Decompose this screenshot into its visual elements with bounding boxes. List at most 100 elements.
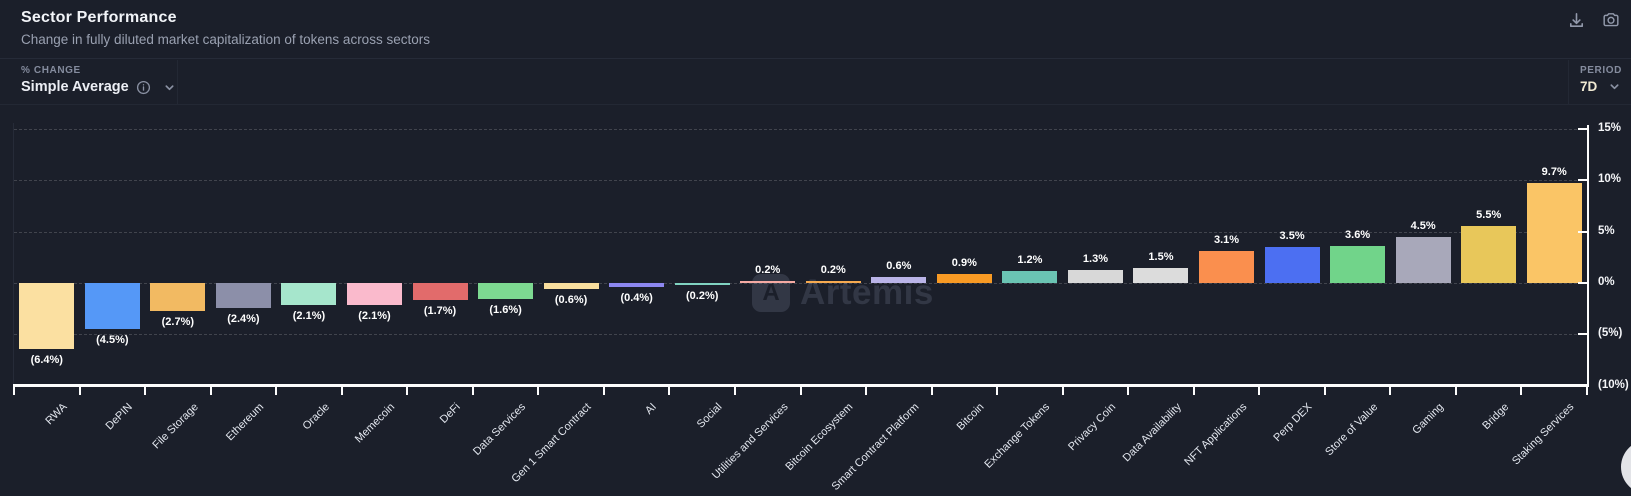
- y-axis-tick: [1578, 333, 1588, 336]
- x-axis-label: DePIN: [103, 401, 135, 433]
- bar-rwa[interactable]: [19, 283, 75, 349]
- x-axis-tick: [602, 387, 605, 395]
- bar-value-label: 1.3%: [1082, 252, 1108, 265]
- gridline-10: [14, 180, 1587, 182]
- y-axis-label: (5%): [1598, 327, 1623, 340]
- x-axis-tick: [996, 387, 999, 395]
- bar-smart-contract-platform[interactable]: [871, 276, 927, 283]
- bar-gen-1-smart-contract[interactable]: [543, 283, 599, 290]
- y-axis-line: [1587, 125, 1589, 387]
- x-axis-tick: [1520, 387, 1523, 395]
- x-axis-tick: [1258, 387, 1261, 395]
- x-axis-label: Staking Services: [1510, 401, 1577, 468]
- period-value: 7D: [1580, 79, 1598, 94]
- bar-value-label: (2.4%): [227, 312, 260, 325]
- bar-file-storage[interactable]: [150, 283, 206, 311]
- x-axis-tick: [406, 387, 409, 395]
- x-axis-tick: [1389, 387, 1392, 395]
- x-axis-tick: [1192, 387, 1195, 395]
- bar-data-services[interactable]: [478, 283, 534, 300]
- x-axis-tick: [733, 387, 736, 395]
- info-icon[interactable]: [136, 80, 151, 95]
- y-axis-tick: [1578, 384, 1588, 387]
- bar-privacy-coin[interactable]: [1067, 269, 1123, 283]
- bar-social[interactable]: [674, 283, 730, 286]
- bar-exchange-tokens[interactable]: [1002, 270, 1058, 283]
- bar-value-label: (1.6%): [489, 304, 522, 317]
- period-label: PERIOD: [1580, 65, 1622, 76]
- x-axis-tick: [144, 387, 147, 395]
- y-axis-tick: [1578, 282, 1588, 284]
- x-axis-tick: [865, 387, 868, 395]
- bar-staking-services[interactable]: [1526, 183, 1582, 283]
- x-axis-label: AI: [643, 401, 660, 417]
- bar-memecoin[interactable]: [346, 283, 402, 305]
- y-axis-label: 0%: [1598, 276, 1615, 288]
- x-axis-tick: [209, 387, 212, 395]
- bar-bridge[interactable]: [1461, 226, 1517, 283]
- x-axis-label: Perp DEX: [1271, 401, 1315, 445]
- period-select[interactable]: PERIOD 7D: [1568, 60, 1631, 105]
- x-axis-label: Social: [694, 401, 725, 431]
- chat-fab-button[interactable]: [1621, 440, 1631, 494]
- x-axis-label: NFT Applications: [1181, 401, 1250, 469]
- metric-value: Simple Average: [21, 79, 129, 95]
- bar-value-label: 9.7%: [1541, 166, 1567, 179]
- bar-value-label: 0.9%: [951, 256, 977, 269]
- x-axis-label: DeFi: [437, 401, 463, 426]
- x-axis-tick: [1127, 387, 1130, 395]
- bar-value-label: 0.6%: [886, 259, 912, 272]
- x-axis-label: Ethereum: [223, 401, 266, 444]
- bar-bitcoin[interactable]: [936, 273, 992, 283]
- bar-value-label: (2.1%): [358, 309, 391, 322]
- bar-value-label: (2.1%): [292, 309, 326, 322]
- bar-data-availability[interactable]: [1133, 267, 1189, 283]
- bar-gaming[interactable]: [1395, 236, 1451, 283]
- plot-left-edge: [13, 123, 14, 386]
- page-subtitle: Change in fully diluted market capitaliz…: [21, 32, 430, 47]
- x-axis-tick: [537, 387, 540, 395]
- bar-value-label: (4.5%): [96, 334, 129, 347]
- bar-value-label: (6.4%): [30, 353, 63, 366]
- x-axis-label: Gaming: [1409, 401, 1446, 437]
- x-axis-tick: [471, 387, 474, 395]
- x-axis-label: Privacy Coin: [1065, 401, 1118, 454]
- bar-depin[interactable]: [84, 283, 140, 330]
- bar-oracle[interactable]: [281, 283, 337, 305]
- camera-icon[interactable]: [1600, 9, 1622, 31]
- x-axis-tick: [1454, 387, 1457, 395]
- bar-value-label: 1.5%: [1148, 250, 1174, 263]
- metric-select[interactable]: % CHANGE Simple Average: [0, 60, 178, 105]
- bar-value-label: 1.2%: [1017, 253, 1043, 266]
- x-axis-label: Exchange Tokens: [982, 401, 1053, 471]
- bar-bitcoin-ecosystem[interactable]: [805, 280, 861, 283]
- chart-controls: % CHANGE Simple Average PERIOD 7D: [0, 60, 1631, 105]
- x-axis-label: File Storage: [149, 401, 201, 452]
- bar-value-label: 3.6%: [1345, 228, 1371, 241]
- bar-defi[interactable]: [412, 283, 468, 301]
- y-axis-label: 5%: [1598, 224, 1615, 237]
- gridline--5: [14, 334, 1587, 336]
- bar-utilities-and-services[interactable]: [740, 280, 796, 283]
- x-axis-tick: [1323, 387, 1326, 395]
- bar-ethereum[interactable]: [215, 283, 271, 308]
- bar-perp-dex[interactable]: [1264, 247, 1320, 283]
- x-axis-line: [13, 384, 1589, 387]
- download-icon[interactable]: [1565, 9, 1587, 31]
- bar-chart: A Artemis (6.4%) RWA (4.5%) DePIN (2.7%) File…: [0, 105, 1631, 496]
- bar-store-of-value[interactable]: [1330, 245, 1386, 283]
- x-axis-tick: [668, 387, 671, 395]
- bar-value-label: (0.4%): [620, 292, 653, 305]
- x-axis-tick: [13, 387, 15, 395]
- bar-value-label: (0.6%): [554, 294, 588, 307]
- x-axis-label: Bitcoin Ecosystem: [783, 401, 856, 474]
- y-axis-tick: [1578, 179, 1588, 182]
- page-title: Sector Performance: [21, 9, 177, 26]
- x-axis-label: Data Availability: [1120, 401, 1184, 465]
- bar-nft-applications[interactable]: [1199, 251, 1255, 283]
- bar-ai[interactable]: [609, 283, 665, 288]
- bar-value-label: (0.2%): [685, 290, 719, 303]
- bar-value-label: 3.5%: [1279, 230, 1305, 243]
- metric-label: % CHANGE: [21, 65, 81, 76]
- gridline-0: [14, 283, 1587, 284]
